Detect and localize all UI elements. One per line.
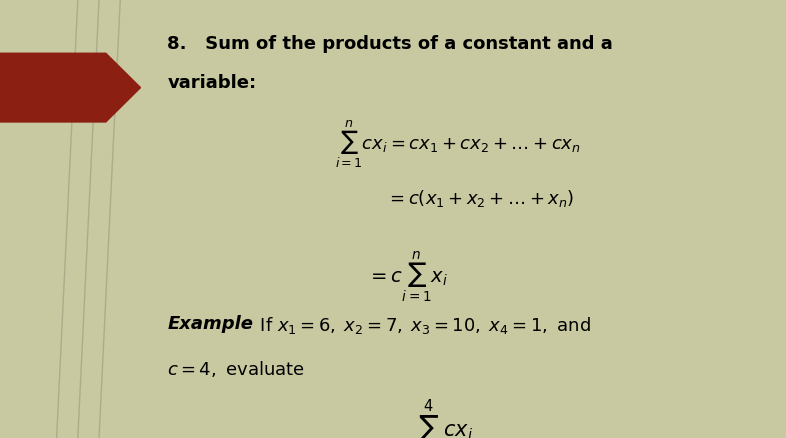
Polygon shape — [0, 53, 141, 123]
Text: If $x_1 = 6,\; x_2 = 7,\; x_3 = 10,\; x_4 = 1,$ and: If $x_1 = 6,\; x_2 = 7,\; x_3 = 10,\; x_… — [254, 315, 591, 336]
Text: 8.   Sum of the products of a constant and a: 8. Sum of the products of a constant and… — [167, 35, 613, 53]
Text: $= c\sum_{i=1}^{n} x_i$: $= c\sum_{i=1}^{n} x_i$ — [367, 250, 448, 305]
Text: $= c(x_1 + x_2 + \ldots + x_n)$: $= c(x_1 + x_2 + \ldots + x_n)$ — [387, 188, 575, 209]
Text: $c = 4,$ evaluate: $c = 4,$ evaluate — [167, 359, 305, 379]
Text: variable:: variable: — [167, 74, 256, 92]
Text: $\sum_{i=1}^{n} cx_i = cx_1 + cx_2 + \ldots + cx_n$: $\sum_{i=1}^{n} cx_i = cx_1 + cx_2 + \ld… — [335, 118, 581, 170]
Text: $\sum_{i=1}^{4} cx_i$: $\sum_{i=1}^{4} cx_i$ — [412, 399, 473, 438]
Text: Example: Example — [167, 315, 253, 333]
